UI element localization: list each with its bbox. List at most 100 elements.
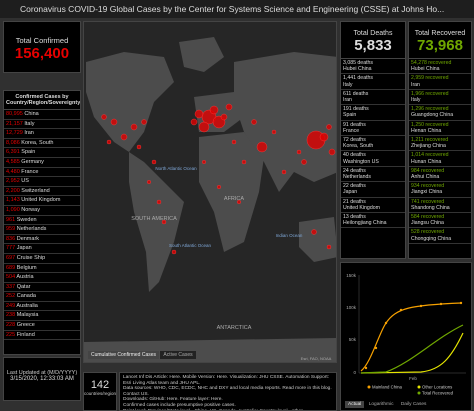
count: 2,959 recovered (411, 75, 449, 82)
tab[interactable]: Actual (345, 401, 365, 408)
case-dot[interactable] (141, 119, 147, 125)
place: France (21, 168, 39, 175)
place: United Kingdom (21, 197, 61, 204)
case-dot[interactable] (216, 184, 221, 189)
count: 4,480 (6, 168, 20, 175)
case-dot[interactable] (161, 219, 167, 225)
y-label: 100k (346, 305, 357, 310)
case-dot[interactable] (271, 129, 277, 135)
case-dot[interactable] (156, 199, 162, 205)
case-dot[interactable] (328, 148, 336, 156)
place: France (343, 127, 360, 134)
place: Jiangxi China (411, 189, 443, 196)
total-confirmed-panel: Total Confirmed 156,400 (3, 21, 81, 73)
list-row: 1,250 recovered Henan China (409, 121, 471, 137)
case-dot[interactable] (136, 144, 142, 150)
count: 228 (6, 322, 16, 329)
case-dot[interactable] (194, 109, 204, 119)
case-dot[interactable] (256, 141, 268, 153)
case-dot[interactable] (241, 159, 247, 165)
map-panel: North Atlantic Ocean South Atlantic Ocea… (83, 21, 337, 363)
case-dot[interactable] (106, 139, 112, 145)
list-row: 741 recovered Shandong China (409, 198, 471, 214)
list-row: 1,014 recovered Hunan China (409, 151, 471, 167)
place: Netherlands (343, 174, 371, 181)
list-row: 2,200 Switzerland (4, 187, 80, 197)
case-dot[interactable] (220, 113, 228, 121)
count: 24 deaths (343, 167, 366, 174)
list-row: 4,480 France (4, 168, 80, 178)
case-dot[interactable] (225, 103, 233, 111)
place: Italy (343, 81, 353, 88)
deaths-list: 3,085 deaths Hubei China 1,441 deaths Italy… (341, 59, 405, 229)
case-dot[interactable] (251, 119, 257, 125)
count: 611 deaths (343, 90, 369, 97)
case-dot[interactable] (147, 179, 152, 184)
info-line: Lancet Inf Dis Article: Here. Mobile Ver… (123, 375, 330, 386)
tab[interactable]: Logarithmic (368, 402, 394, 407)
list-row: 72 deaths Korea, South (341, 136, 405, 152)
case-dot[interactable] (326, 244, 332, 250)
recovered-panel: Total Recovered 73,968 54,278 recovered H… (408, 21, 472, 259)
case-dot[interactable] (151, 159, 157, 165)
place: Canada (16, 293, 36, 300)
case-dot[interactable] (171, 249, 177, 255)
count: 836 (6, 235, 16, 242)
count: 741 recovered (411, 198, 445, 205)
place: Korea, South (343, 143, 374, 150)
list-row: 1,090 Norway (4, 206, 80, 216)
case-dot[interactable] (281, 169, 287, 175)
count: 689 (6, 264, 16, 271)
count: 337 (6, 283, 16, 290)
map-label: South Atlantic Ocean (169, 243, 212, 248)
tab[interactable]: Cumulative Confirmed Cases (88, 351, 160, 359)
count: 54,278 recovered (411, 60, 452, 66)
list-row: 934 recovered Jiangxi China (409, 182, 471, 198)
case-dot[interactable] (120, 133, 128, 141)
map-label: ANTARCTICA (217, 325, 252, 331)
case-dot[interactable] (231, 139, 237, 145)
case-dot[interactable] (190, 118, 198, 126)
case-dot[interactable] (326, 124, 332, 130)
case-dot[interactable] (236, 199, 241, 204)
place: Spain (343, 112, 357, 119)
case-dot[interactable] (301, 159, 307, 165)
case-dot[interactable] (311, 229, 317, 235)
case-dot[interactable] (101, 114, 107, 120)
case-dot[interactable] (110, 118, 118, 126)
count: 238 (6, 312, 16, 319)
list-row: 2,959 recovered Iran (409, 74, 471, 90)
place: Sweden (16, 216, 37, 223)
count: 1,966 recovered (411, 90, 449, 97)
count: 22 deaths (343, 183, 366, 190)
value: 3/15/2020, 12:33:03 AM (10, 376, 74, 382)
legend-entry: Mainland China (372, 385, 402, 390)
count: 959 (6, 226, 16, 233)
map-label: North Atlantic Ocean (155, 166, 197, 171)
case-dot[interactable] (130, 123, 138, 131)
info-line: Confirmed cases include presumptive posi… (123, 402, 236, 408)
count: 8,086 (6, 139, 20, 146)
countries-panel: 142 countries/regions (83, 372, 117, 411)
tab[interactable]: Daily Cases (400, 402, 427, 407)
place: Hunan China (411, 158, 442, 165)
case-dot[interactable] (209, 105, 219, 115)
count: 12,729 (6, 130, 23, 137)
case-dot[interactable] (198, 121, 210, 133)
place: Switzerland (21, 187, 50, 194)
list-row: 238 Malaysia (4, 311, 80, 322)
place: Hubei China (343, 66, 372, 73)
case-dot[interactable] (296, 149, 302, 155)
place: Germany (21, 158, 44, 165)
list-row: 1,296 recovered Guangdong China (409, 105, 471, 121)
trend-chart: 150k 100k 50k 0 Feb Mainland China Other… (346, 273, 466, 396)
y-label: 0 (353, 370, 356, 375)
count: 961 (6, 216, 16, 223)
tab[interactable]: Active Cases (160, 351, 196, 359)
confirmed-list: 80,995 China 21,157 Italy 12,729 Iran 8,086… (4, 110, 80, 341)
count: 6,391 (6, 149, 20, 156)
case-dot[interactable] (201, 159, 206, 164)
list-row: 1,211 recovered Zhejiang China (409, 136, 471, 152)
case-dot[interactable] (319, 132, 329, 142)
